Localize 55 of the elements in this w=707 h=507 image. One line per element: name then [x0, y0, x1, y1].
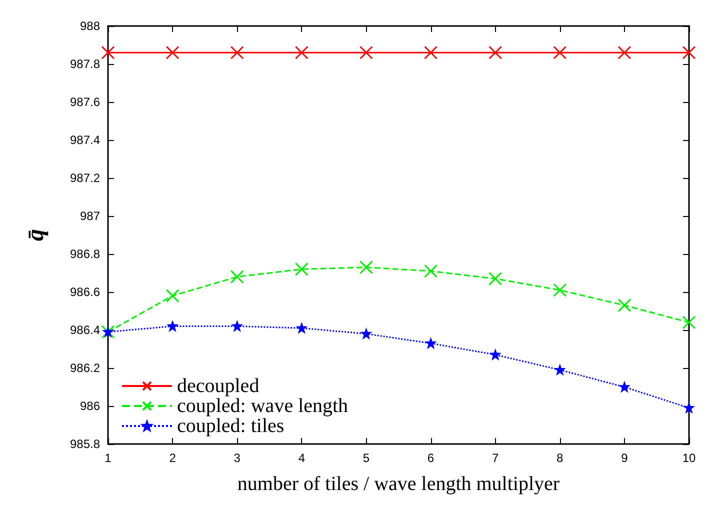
point: [359, 260, 373, 274]
point: [166, 46, 180, 60]
point: [232, 321, 242, 331]
x-tick-label: 9: [621, 451, 628, 465]
y-tick-label: 987.6: [70, 95, 100, 109]
y-axis-title: q̄: [23, 229, 49, 241]
x-tick-label: 6: [427, 451, 434, 465]
point: [618, 46, 632, 60]
point: [359, 46, 373, 60]
y-tick-label: 986.8: [70, 247, 100, 261]
point: [682, 46, 696, 60]
point: [555, 365, 565, 375]
x-axis-title: number of tiles / wave length multiplyer: [237, 473, 560, 495]
y-tick-label: 987.2: [70, 171, 100, 185]
y-tick-label: 986: [80, 399, 100, 413]
point: [618, 298, 632, 312]
point: [101, 46, 115, 60]
point: [553, 283, 567, 297]
legend-label: coupled: wave length: [177, 395, 348, 417]
point: [230, 270, 244, 284]
legend-label: coupled: tiles: [177, 415, 284, 437]
point: [682, 316, 696, 330]
point: [168, 321, 178, 331]
point: [488, 46, 502, 60]
point: [488, 272, 502, 286]
point: [424, 46, 438, 60]
x-tick-label: 1: [104, 451, 112, 465]
point: [296, 323, 306, 333]
point: [684, 403, 694, 413]
y-tick-label: 985.8: [70, 437, 100, 451]
point: [230, 46, 244, 60]
x-tick-label: 5: [362, 451, 370, 465]
x-tick-label: 8: [556, 451, 564, 465]
legend-label: decoupled: [177, 375, 260, 397]
point: [294, 262, 308, 276]
point: [424, 264, 438, 278]
point: [166, 289, 180, 303]
y-tick-label: 987.4: [70, 133, 100, 147]
x-tick-label: 10: [682, 451, 696, 465]
x-tick-label: 4: [298, 451, 306, 465]
y-tick-label: 986.6: [70, 285, 100, 299]
point: [620, 382, 630, 392]
x-tick-label: 3: [234, 451, 241, 465]
y-tick-label: 987: [80, 209, 100, 223]
x-tick-label: 2: [169, 451, 176, 465]
x-tick-label: 7: [492, 451, 499, 465]
y-tick-label: 986.4: [70, 323, 100, 337]
point: [490, 350, 500, 360]
y-tick-label: 986.2: [70, 361, 100, 375]
point: [553, 46, 567, 60]
point: [294, 46, 308, 60]
y-tick-label: 987.8: [70, 57, 100, 71]
y-tick-label: 988: [80, 19, 100, 33]
point: [361, 329, 371, 339]
point: [426, 338, 436, 348]
